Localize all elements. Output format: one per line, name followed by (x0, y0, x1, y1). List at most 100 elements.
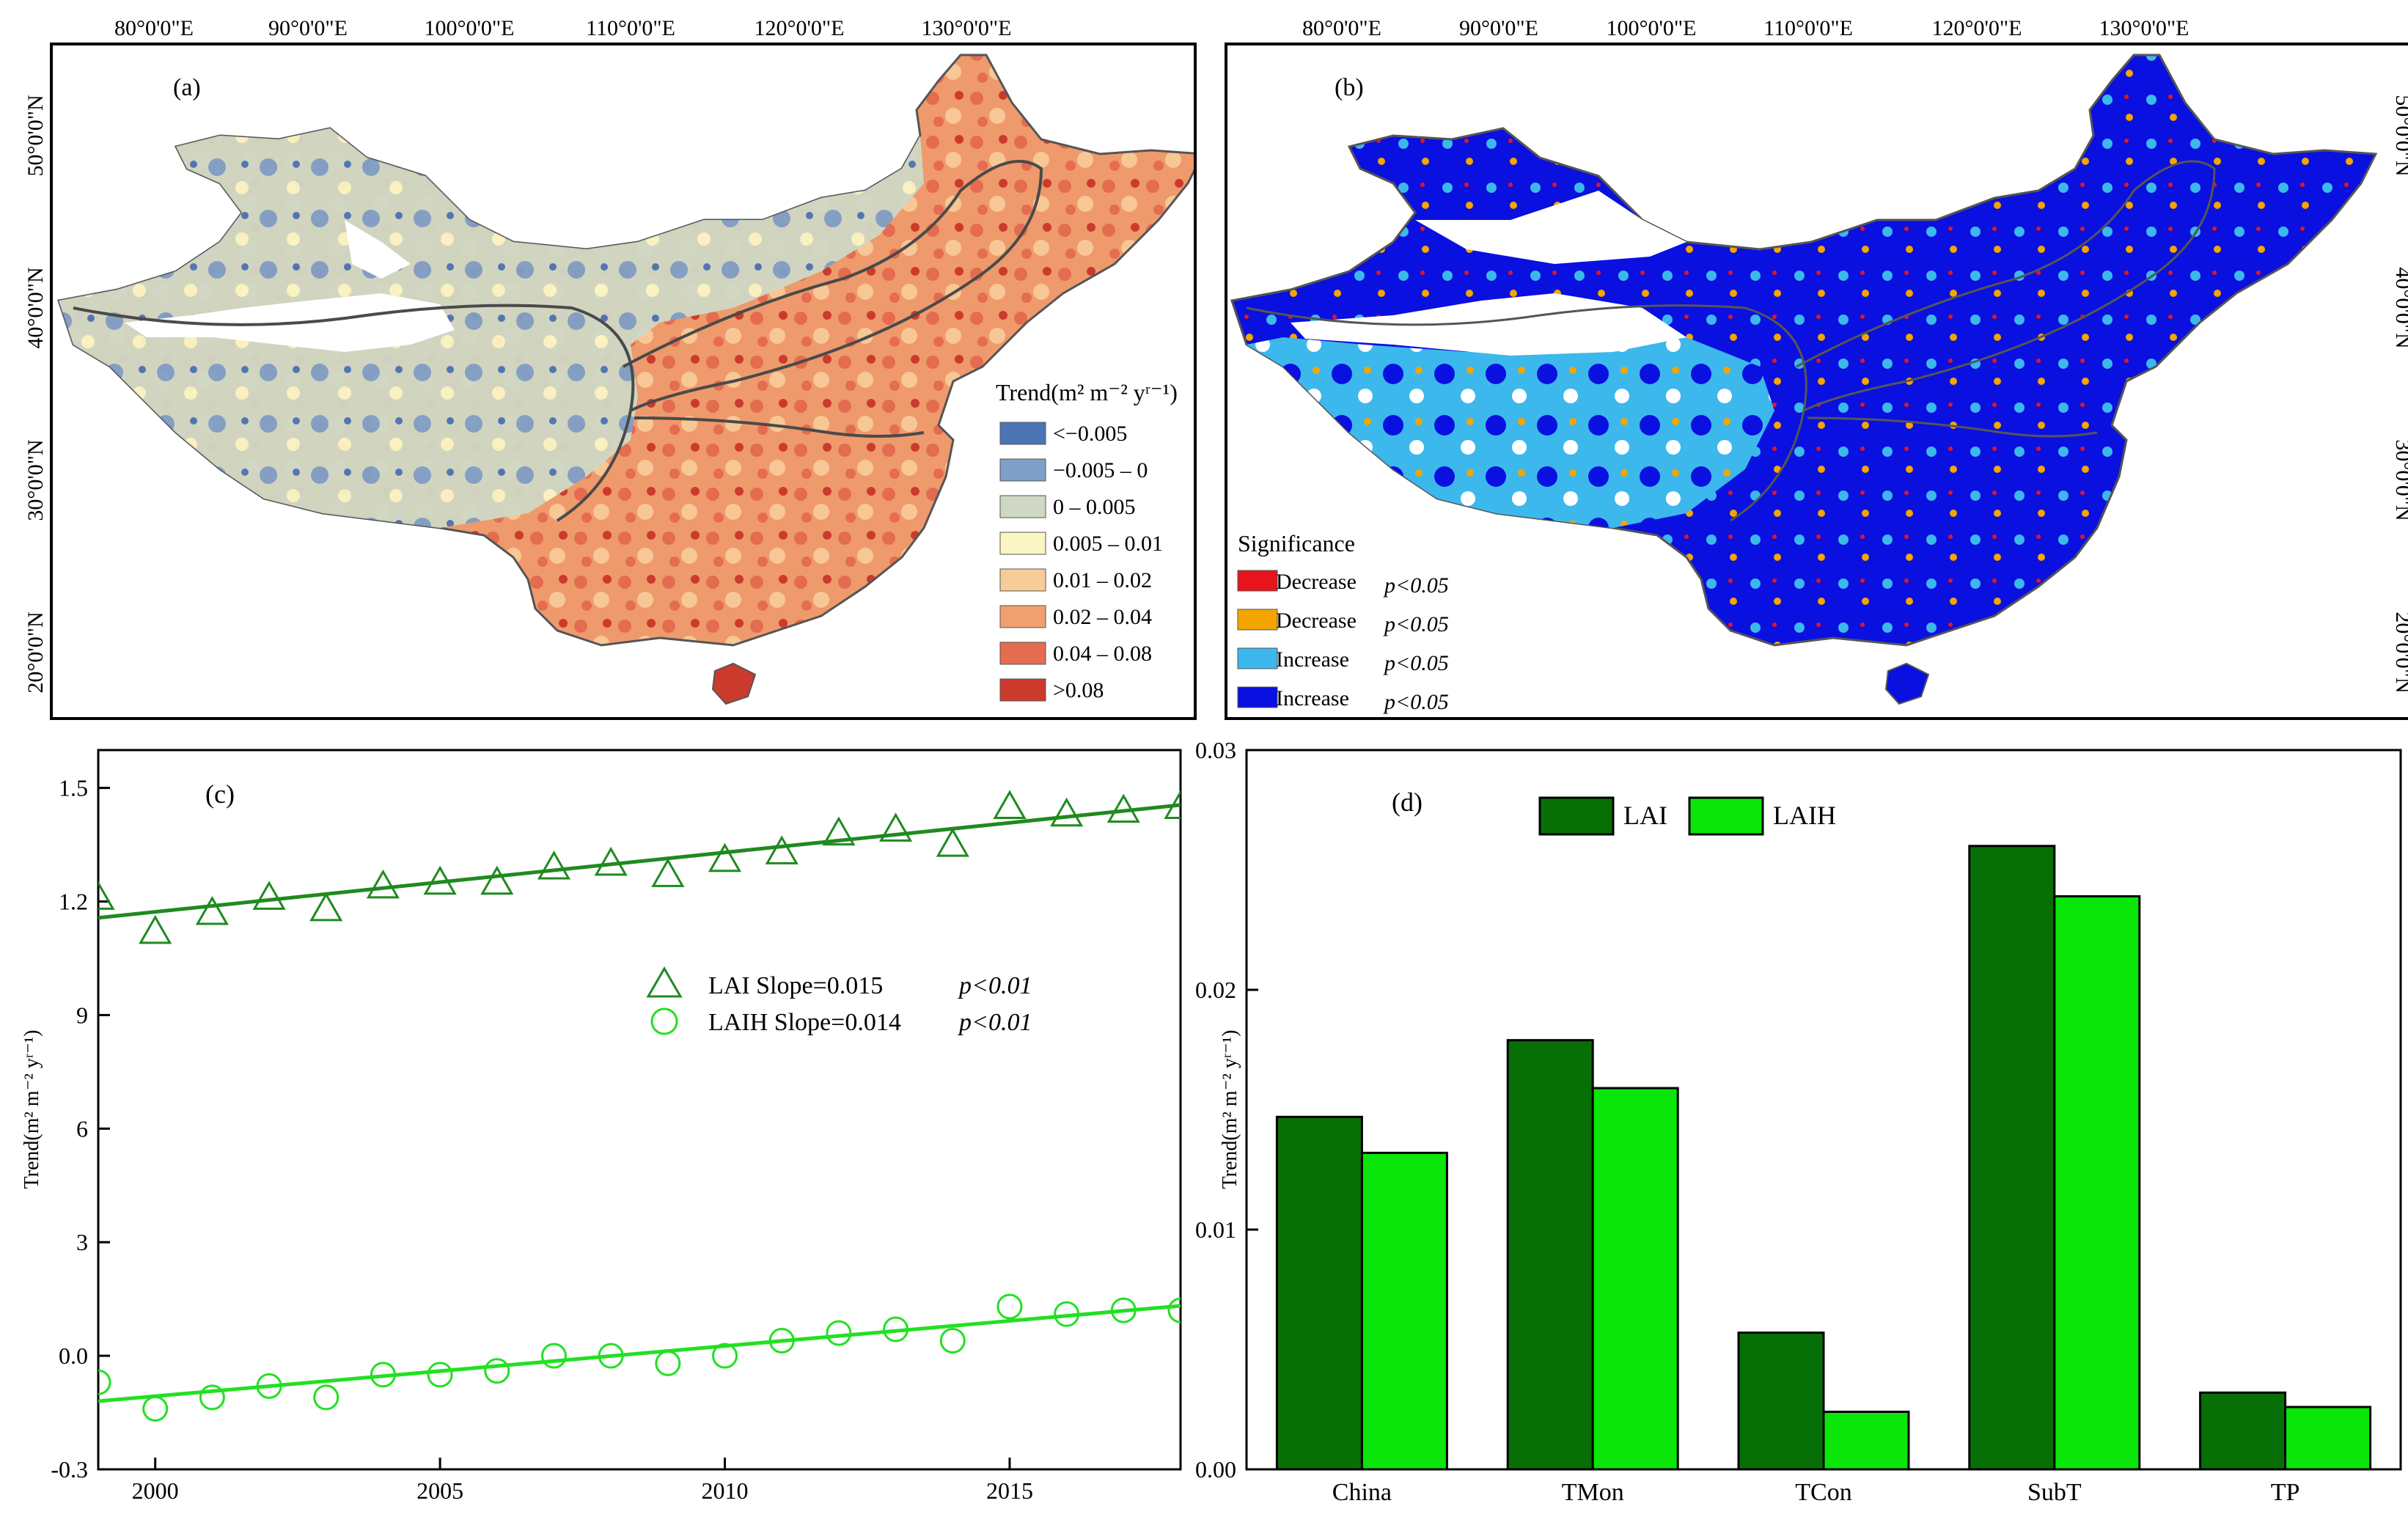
chart-c-frame (97, 749, 1182, 1471)
map-b-legend-p: p<0.05 (1383, 573, 1449, 598)
map-a-lon-label: 100°0'0"E (425, 16, 515, 40)
chart-d-bar-laih (1822, 1411, 1910, 1471)
chart-c-xtick-label: 2000 (132, 1477, 179, 1504)
map-b-legend-p: p<0.05 (1383, 612, 1449, 636)
chart-c-point-lai (993, 790, 1027, 819)
chart-c-point-laih (427, 1362, 453, 1388)
chart-c-axes: -0.3 0.0 3 6 9 1.2 1.5 2000 2005 2010 2015 (51, 775, 1033, 1504)
map-b-lat-label: 40°0'0"N (2391, 267, 2408, 348)
chart-d-bar-lai (1737, 1332, 1825, 1471)
map-b-legend-label: Increase (1276, 686, 1349, 710)
chart-d-ytick-label: 0.00 (1195, 1456, 1236, 1483)
map-b-lon-label: 80°0'0"E (1302, 16, 1381, 40)
chart-d-ytick-label: 0.01 (1195, 1216, 1236, 1243)
chart-d-marks (1275, 845, 2372, 1471)
chart-d-bar-lai (2199, 1391, 2287, 1471)
chart-c-point-lai (765, 835, 799, 864)
chart-c-point-laih (98, 1369, 111, 1395)
chart-d-ylabel: Trend(m² m⁻² yʳ⁻¹) (1219, 1030, 1241, 1189)
chart-c-ytick-label: 1.5 (59, 775, 88, 801)
map-a-legend-label: 0.005 – 0.01 (1053, 532, 1163, 556)
chart-c-xtick-label: 2015 (986, 1477, 1033, 1504)
chart-c-point-lai (480, 865, 514, 895)
chart-c-point-lai (252, 881, 286, 910)
map-b-china-raster (1230, 54, 2378, 705)
map-b-legend: Significance Decrease p<0.05 Decrease p<0.0… (1237, 530, 1449, 714)
chart-c-panel: (c) Trend(m² m⁻² yʳ⁻¹) -0.3 0.0 3 6 9 1.2 1.5 2… (21, 749, 1182, 1504)
chart-c-legend-p: p<0.01 (958, 1009, 1032, 1036)
map-a-legend-label: >0.08 (1053, 678, 1104, 702)
map-b-lon-label: 130°0'0"E (2099, 16, 2189, 40)
chart-d-xtick-label: China (1332, 1479, 1392, 1506)
map-a-legend-swatch (999, 678, 1046, 702)
map-a-lat-label: 40°0'0"N (23, 267, 48, 348)
chart-c-point-lai (1106, 793, 1140, 823)
chart-c-point-lai (309, 892, 343, 922)
map-a-legend-title: Trend(m² m⁻² yʳ⁻¹) (996, 379, 1178, 405)
chart-c-point-laih (598, 1342, 624, 1369)
chart-c-point-laih (712, 1342, 738, 1369)
chart-c-ytick-label: -0.3 (51, 1456, 88, 1483)
chart-d-bar-laih (2284, 1406, 2372, 1471)
chart-d-bar-lai (1506, 1039, 1594, 1471)
map-a-legend-label: <−0.005 (1053, 422, 1127, 446)
map-a-legend-label: −0.005 – 0 (1053, 458, 1148, 482)
map-b-legend-label: Increase (1276, 647, 1349, 672)
chart-c-point-laih (313, 1384, 339, 1411)
map-a-legend-swatch (999, 458, 1046, 482)
map-a-lon-label: 110°0'0"E (586, 16, 675, 40)
chart-c-point-laih (768, 1327, 795, 1353)
chart-c-point-lai (1164, 790, 1181, 819)
chart-c-point-lai (139, 914, 172, 944)
chart-c-point-laih (540, 1342, 567, 1369)
chart-c-point-laih (199, 1384, 225, 1411)
map-a-panel: (a) 80°0'0"E 90°0'0"E 100°0'0"E 110°0'0"… (23, 16, 1197, 720)
map-b-legend-swatch (1237, 686, 1278, 708)
chart-d-legend: LAI LAIH (1538, 796, 1836, 836)
chart-c-fit-line-lai (98, 803, 1181, 920)
map-a-legend-label: 0.01 – 0.02 (1053, 568, 1152, 592)
map-a-legend-swatch (999, 605, 1046, 628)
chart-c-ylabel: Trend(m² m⁻² yʳ⁻¹) (21, 1030, 43, 1189)
map-b-frame (1225, 43, 2408, 720)
map-a-lon-label: 90°0'0"E (268, 16, 348, 40)
chart-c-point-laih (655, 1350, 681, 1376)
map-b-lon-label: 90°0'0"E (1459, 16, 1538, 40)
map-a-legend-swatch (999, 532, 1046, 555)
chart-c-legend-marker (646, 966, 683, 998)
chart-d-legend-label: LAI (1623, 801, 1667, 830)
map-b-lat-label: 20°0'0"N (2391, 611, 2408, 693)
map-b-panel: (b) 80°0'0"E 90°0'0"E 100°0'0"E 110°0'0"… (1225, 16, 2408, 720)
map-b-legend-label: Decrease (1276, 570, 1357, 594)
chart-c-point-lai (822, 816, 856, 846)
map-a-legend-swatch (999, 422, 1046, 445)
chart-c-point-lai (98, 881, 115, 910)
chart-d-bar-lai (1275, 1115, 1363, 1471)
map-a-lon-label: 120°0'0"E (755, 16, 845, 40)
chart-d-legend-label: LAIH (1773, 801, 1836, 830)
chart-c-point-lai (936, 828, 969, 857)
chart-c-point-lai (195, 895, 229, 925)
map-a-lat-label: 50°0'0"N (23, 95, 48, 176)
chart-c-label: (c) (205, 779, 235, 809)
map-b-legend-swatch (1237, 647, 1278, 669)
map-a-legend: Trend(m² m⁻² yʳ⁻¹) <−0.005 −0.005 – 0 0 – … (996, 379, 1178, 702)
chart-c-point-laih (1167, 1297, 1181, 1323)
map-a-legend-label: 0.02 – 0.04 (1053, 605, 1152, 629)
chart-c-point-lai (651, 858, 685, 887)
chart-c-point-laih (370, 1362, 396, 1388)
map-a-frame (50, 43, 1197, 720)
chart-d-label: (d) (1392, 787, 1423, 817)
map-a-legend-swatch (999, 495, 1046, 518)
map-a-legend-label: 0 – 0.005 (1053, 495, 1136, 519)
chart-d-legend-swatch (1538, 796, 1615, 836)
chart-c-point-lai (708, 842, 742, 873)
map-a-legend-swatch (999, 568, 1046, 592)
chart-d-xtick-label: TMon (1562, 1479, 1624, 1506)
chart-d-bar-laih (1360, 1151, 1448, 1471)
chart-c-ytick-label: 9 (76, 1002, 88, 1028)
map-b-lon-label: 100°0'0"E (1607, 16, 1697, 40)
chart-c-legend-label: LAI Slope=0.015 (708, 972, 883, 999)
map-a-lon-label: 130°0'0"E (922, 16, 1012, 40)
map-a-legend-label: 0.04 – 0.08 (1053, 642, 1152, 666)
